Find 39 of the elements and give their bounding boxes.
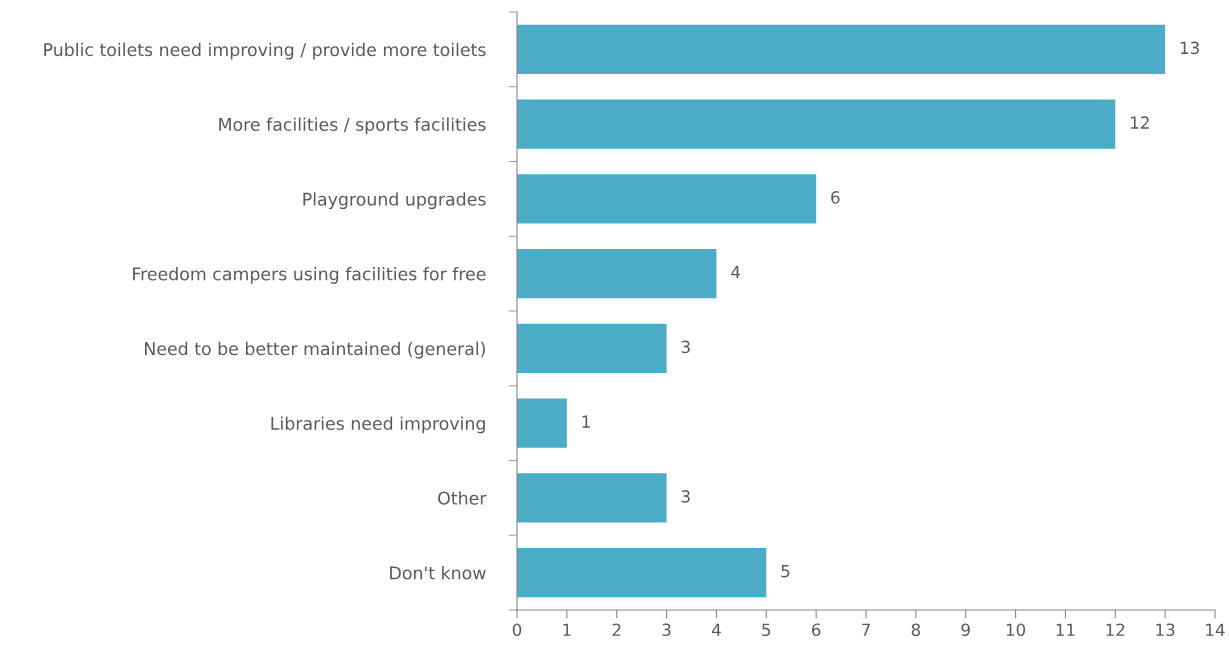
x-tick-label: 9 bbox=[961, 623, 970, 637]
x-tick-label: 11 bbox=[1056, 623, 1075, 636]
x-tick-label: 7 bbox=[862, 623, 870, 636]
data-label: 1 bbox=[582, 415, 590, 428]
data-label: 12 bbox=[1131, 116, 1149, 129]
x-tick-label: 5 bbox=[762, 623, 771, 637]
y-tick-label: Freedom campers using facilities for free bbox=[133, 267, 486, 284]
bar bbox=[517, 473, 667, 523]
x-tick-label: 10 bbox=[1006, 623, 1026, 637]
data-label: 4 bbox=[731, 266, 740, 279]
x-tick-label: 12 bbox=[1106, 623, 1125, 636]
x-tick-label: 8 bbox=[911, 623, 921, 637]
data-label: 3 bbox=[681, 340, 690, 354]
x-tick-label: 6 bbox=[812, 623, 821, 637]
x-tick-label: 3 bbox=[662, 623, 671, 637]
y-tick-label: Need to be better maintained (general) bbox=[145, 341, 485, 359]
bar bbox=[517, 174, 817, 224]
bar bbox=[517, 547, 767, 598]
bar bbox=[517, 248, 717, 299]
x-tick-label: 4 bbox=[711, 623, 721, 636]
x-tick-label: 0 bbox=[512, 623, 522, 637]
x-tick-label: 14 bbox=[1206, 623, 1225, 636]
bar bbox=[517, 398, 567, 448]
bar bbox=[517, 323, 667, 374]
bar bbox=[517, 24, 1166, 75]
bar bbox=[517, 99, 1116, 149]
x-tick-label: 13 bbox=[1156, 623, 1175, 637]
data-label: 13 bbox=[1180, 41, 1199, 55]
data-label: 6 bbox=[831, 191, 840, 204]
y-tick-label: Don't know bbox=[390, 566, 486, 580]
data-label: 5 bbox=[781, 565, 790, 578]
y-tick-label: More facilities / sports facilities bbox=[219, 117, 486, 135]
y-tick-label: Other bbox=[438, 491, 487, 505]
x-tick-label: 1 bbox=[563, 623, 571, 636]
x-tick-label: 2 bbox=[612, 623, 621, 636]
y-tick-label: Libraries need improving bbox=[271, 416, 485, 434]
data-label: 3 bbox=[681, 490, 690, 503]
y-tick-label: Playground upgrades bbox=[303, 192, 486, 210]
y-tick-label: Public toilets need improving / provide more toilets bbox=[44, 42, 486, 60]
